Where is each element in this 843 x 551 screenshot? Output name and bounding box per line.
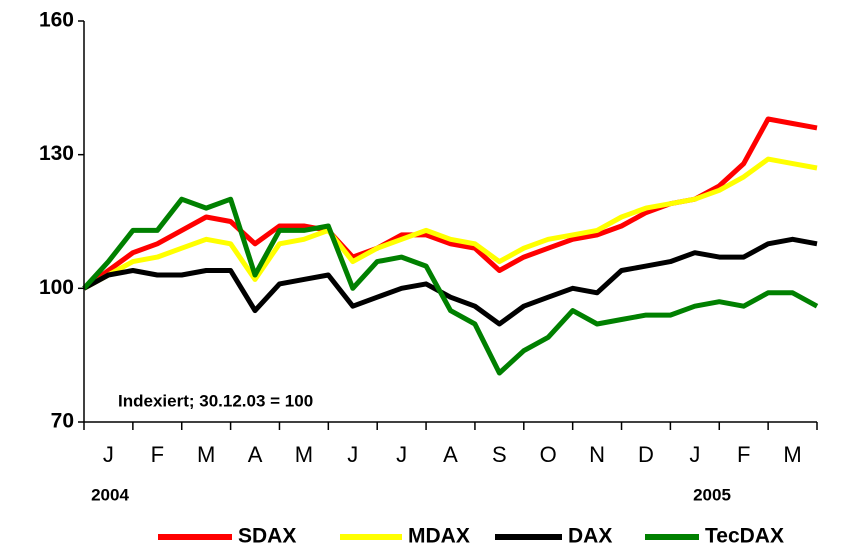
x-tick-label: A [443,442,458,467]
x-tick-label: J [103,442,114,467]
series-line [82,196,819,376]
x-tick-label: O [540,442,557,467]
legend-label: MDAX [408,525,470,548]
legend-label: SDAX [238,525,296,548]
y-tick-label: 70 [51,410,74,433]
x-tick-label: M [783,442,801,467]
legend-label: DAX [568,525,612,548]
series-line [82,156,818,291]
x-tick-label: N [589,442,605,467]
x-tick-label: F [151,442,164,467]
y-tick-label: 100 [39,276,74,299]
y-tick-label: 130 [39,142,74,165]
x-tick-label: A [248,442,263,467]
x-tick-label: J [689,442,700,467]
x-tick-label: D [638,442,654,467]
series-line [82,236,818,327]
x-tick-label: J [347,442,358,467]
annotation: 2005 [693,485,731,504]
x-tick-label: M [197,442,215,467]
x-tick-label: F [737,442,750,467]
x-tick-label: S [492,442,507,467]
annotation: Indexiert; 30.12.03 = 100 [118,391,313,410]
legend-label: TecDAX [705,525,784,548]
x-tick-label: J [396,442,407,467]
annotation: 2004 [91,485,129,504]
y-tick-label: 160 [39,9,74,32]
x-tick-label: M [295,442,313,467]
